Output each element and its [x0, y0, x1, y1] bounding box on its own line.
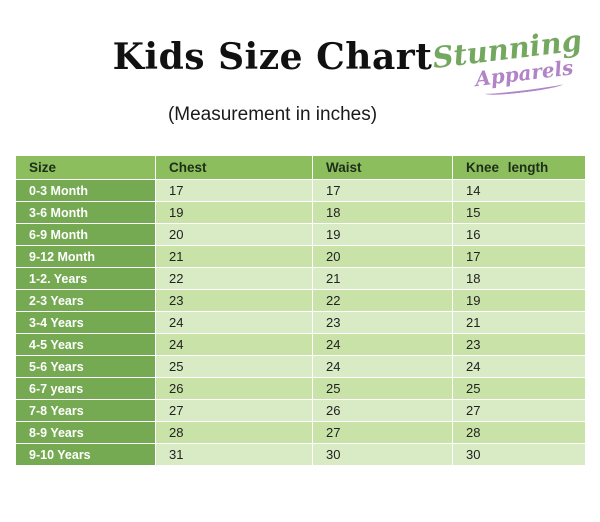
chest-cell: 21 — [155, 245, 313, 268]
table-row: 5-6 Years 25 24 24 — [15, 355, 586, 378]
chest-cell: 27 — [155, 399, 313, 422]
waist-cell: 20 — [312, 245, 453, 268]
size-cell: 7-8 Years — [15, 399, 156, 422]
knee-length-cell: 16 — [452, 223, 586, 246]
table-row: 2-3 Years 23 22 19 — [15, 289, 586, 312]
table-body: 0-3 Month 17 17 14 3-6 Month 19 18 15 6-9 Month 2… — [15, 179, 586, 466]
waist-cell: 22 — [312, 289, 453, 312]
knee-length-cell: 18 — [452, 267, 586, 290]
knee-length-cell: 25 — [452, 377, 586, 400]
knee-length-cell: 21 — [452, 311, 586, 334]
chest-cell: 25 — [155, 355, 313, 378]
size-chart-table: Size Chest Waist Knee length 0-3 Month 17… — [15, 155, 586, 466]
column-header-waist: Waist — [312, 155, 453, 180]
waist-cell: 26 — [312, 399, 453, 422]
table-row: 8-9 Years 28 27 28 — [15, 421, 586, 444]
table-row: 0-3 Month 17 17 14 — [15, 179, 586, 202]
column-header-size: Size — [15, 155, 156, 180]
knee-length-cell: 15 — [452, 201, 586, 224]
knee-length-cell: 27 — [452, 399, 586, 422]
size-cell: 9-10 Years — [15, 443, 156, 466]
size-cell: 6-9 Month — [15, 223, 156, 246]
chest-cell: 23 — [155, 289, 313, 312]
table-row: 3-4 Years 24 23 21 — [15, 311, 586, 334]
chest-cell: 26 — [155, 377, 313, 400]
table-row: 7-8 Years 27 26 27 — [15, 399, 586, 422]
column-header-chest: Chest — [155, 155, 313, 180]
size-cell: 0-3 Month — [15, 179, 156, 202]
knee-length-cell: 30 — [452, 443, 586, 466]
size-cell: 2-3 Years — [15, 289, 156, 312]
chest-cell: 17 — [155, 179, 313, 202]
table-row: 3-6 Month 19 18 15 — [15, 201, 586, 224]
waist-cell: 25 — [312, 377, 453, 400]
waist-cell: 27 — [312, 421, 453, 444]
page-title: Kids Size Chart — [112, 36, 433, 78]
size-cell: 1-2. Years — [15, 267, 156, 290]
waist-cell: 24 — [312, 355, 453, 378]
size-cell: 9-12 Month — [15, 245, 156, 268]
chest-cell: 19 — [155, 201, 313, 224]
knee-length-cell: 23 — [452, 333, 586, 356]
waist-cell: 23 — [312, 311, 453, 334]
waist-cell: 30 — [312, 443, 453, 466]
chest-cell: 24 — [155, 333, 313, 356]
knee-length-cell: 28 — [452, 421, 586, 444]
size-cell: 3-6 Month — [15, 201, 156, 224]
measurement-subtitle: (Measurement in inches) — [167, 104, 378, 125]
waist-cell: 17 — [312, 179, 453, 202]
table-row: 6-7 years 26 25 25 — [15, 377, 586, 400]
chest-cell: 22 — [155, 267, 313, 290]
size-cell: 4-5 Years — [15, 333, 156, 356]
table-row: 1-2. Years 22 21 18 — [15, 267, 586, 290]
chest-cell: 24 — [155, 311, 313, 334]
table-row: 4-5 Years 24 24 23 — [15, 333, 586, 356]
waist-cell: 19 — [312, 223, 453, 246]
size-cell: 3-4 Years — [15, 311, 156, 334]
chest-cell: 20 — [155, 223, 313, 246]
table-row: 9-10 Years 31 30 30 — [15, 443, 586, 466]
knee-length-cell: 19 — [452, 289, 586, 312]
chest-cell: 31 — [155, 443, 313, 466]
size-cell: 8-9 Years — [15, 421, 156, 444]
knee-length-cell: 24 — [452, 355, 586, 378]
size-cell: 6-7 years — [15, 377, 156, 400]
column-header-knee-length: Knee length — [452, 155, 586, 180]
knee-length-cell: 17 — [452, 245, 586, 268]
table-row: 9-12 Month 21 20 17 — [15, 245, 586, 268]
table-header-row: Size Chest Waist Knee length — [15, 155, 586, 180]
waist-cell: 18 — [312, 201, 453, 224]
waist-cell: 24 — [312, 333, 453, 356]
table-row: 6-9 Month 20 19 16 — [15, 223, 586, 246]
knee-length-cell: 14 — [452, 179, 586, 202]
waist-cell: 21 — [312, 267, 453, 290]
chest-cell: 28 — [155, 421, 313, 444]
size-cell: 5-6 Years — [15, 355, 156, 378]
